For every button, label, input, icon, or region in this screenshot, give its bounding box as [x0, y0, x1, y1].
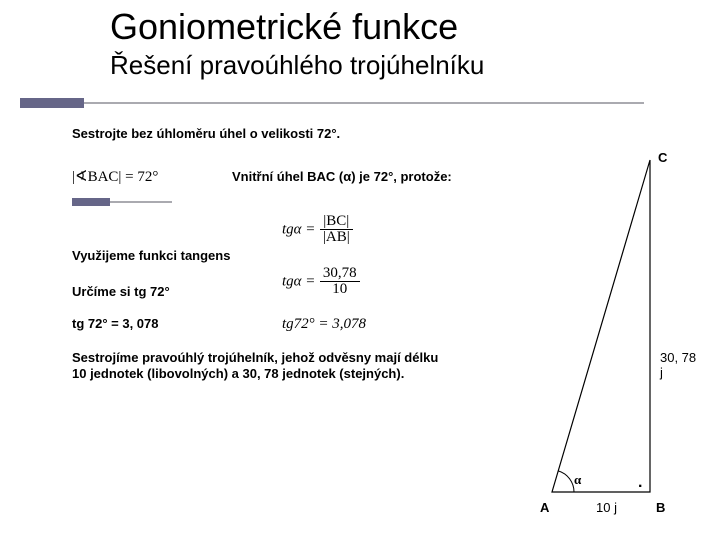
tga-label: tgα =	[282, 222, 315, 238]
side-bc-label: 30, 78 j	[660, 350, 700, 380]
construct-line-1: Sestrojíme pravoúhlý trojúhelník, jehož …	[72, 350, 438, 365]
use-tangent-line: Využijeme funkci tangens	[72, 248, 230, 263]
accent-bar-thick	[20, 98, 84, 108]
tg72-expr: tg72° = 3,078	[282, 316, 366, 333]
title-block: Goniometrické funkce Řešení pravoúhlého …	[0, 0, 720, 81]
frac2-num: 30,78	[320, 266, 360, 282]
vertex-b-label: B	[656, 500, 665, 515]
construct-line-2: 10 jednotek (libovolných) a 30, 78 jedno…	[72, 366, 404, 381]
accent-bar-thin	[84, 102, 644, 104]
vertex-c-label: C	[658, 150, 667, 165]
tan-value-line: tg 72° = 3, 078	[72, 316, 159, 331]
triangle-svg	[510, 150, 700, 520]
math-tga-frac1: tgα = |BC| |AB|	[282, 214, 353, 245]
page-title: Goniometrické funkce	[110, 6, 720, 48]
explain-line: Vnitřní úhel BAC (α) je 72°, protože:	[232, 169, 452, 184]
vertex-a-label: A	[540, 500, 549, 515]
angle-equation: |∢BAC| = 72°	[72, 167, 158, 186]
side-ab-label: 10 j	[596, 500, 617, 515]
triangle-figure: C A B 30, 78 j 10 j α .	[510, 150, 700, 520]
determine-tan-line: Určíme si tg 72°	[72, 284, 170, 299]
frac1-num: |BC|	[320, 214, 353, 230]
task-line: Sestrojte bez úhloměru úhel o velikosti …	[72, 126, 682, 141]
page-subtitle: Řešení pravoúhlého trojúhelníku	[110, 50, 720, 81]
tga-label-2: tgα =	[282, 274, 315, 290]
frac2-den: 10	[320, 282, 360, 297]
frac1-den: |AB|	[320, 230, 353, 245]
alpha-label: α	[574, 472, 581, 488]
right-angle-dot: .	[638, 474, 642, 492]
math-tga-frac2: tgα = 30,78 10	[282, 266, 360, 297]
